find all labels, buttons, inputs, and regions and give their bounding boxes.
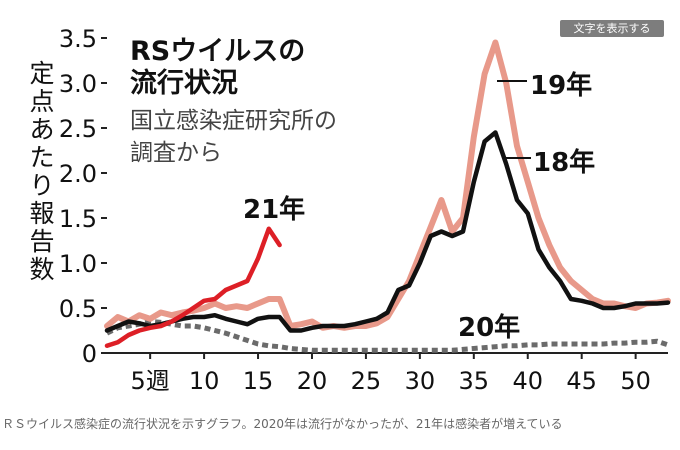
y-axis-label-char: 報 [29,199,54,228]
series-label-21: 21年 [243,194,305,225]
y-axis-label-char: 定 [29,59,54,88]
x-tick-label: 30 [405,367,436,395]
y-axis-label-char: た [29,143,54,172]
y-axis-label-char: あ [29,115,54,144]
y-tick-label: 2.0 [59,160,97,188]
y-tick-label: 2.5 [59,115,97,143]
series-line-21 [104,226,282,349]
chart-title-line1: RSウイルスの [130,36,305,67]
y-axis-label-char: 数 [29,255,54,284]
y-axis-label-char: 点 [29,87,54,116]
x-tick-label: 10 [189,367,220,395]
y-axis-label-char: 告 [29,227,54,256]
series-line-19 [104,39,671,331]
y-tick-label: 1.5 [59,205,97,233]
y-tick-label: 1.0 [59,250,97,278]
x-tick-label: 20 [297,367,328,395]
image-caption: ＲＳウイルス感染症の流行状況を示すグラフ。2020年は流行がなかったが、21年は… [2,417,563,431]
x-tick-label: 45 [566,367,597,395]
y-tick-label: 3.5 [59,25,97,53]
series-line-18 [104,130,671,333]
series-line-20 [105,319,669,353]
x-tick-label: 5週 [131,367,170,395]
show-text-button[interactable]: 文字を表示する [560,20,664,37]
x-tick-label: 40 [512,367,543,395]
y-tick-label: 3.0 [59,70,97,98]
x-tick-label: 50 [620,367,651,395]
chart-axes: 0 0.5 1.0 1.5 2.0 2.5 3.0 3.5 5週 10 15 20 25 30 35 40 45… [59,25,668,395]
x-tick-label: 35 [459,367,490,395]
y-axis-label-char: り [29,171,54,200]
x-tick-label: 25 [351,367,382,395]
y-tick-label: 0.5 [59,295,97,323]
chart-subtitle-line2: 調査から [130,140,222,166]
chart-subtitle-line1: 国立感染症研究所の [130,108,337,134]
chart-title-line2: 流行状況 [130,67,238,99]
chart-series [104,39,671,353]
y-tick-label: 0 [82,340,97,368]
series-label-19: 19年 [530,70,592,101]
series-label-20: 20年 [458,312,520,343]
series-label-18: 18年 [533,147,595,178]
x-tick-label: 15 [243,367,274,395]
line-chart: 0 0.5 1.0 1.5 2.0 2.5 3.0 3.5 5週 10 15 20 25 30 35 40 45… [29,25,671,395]
